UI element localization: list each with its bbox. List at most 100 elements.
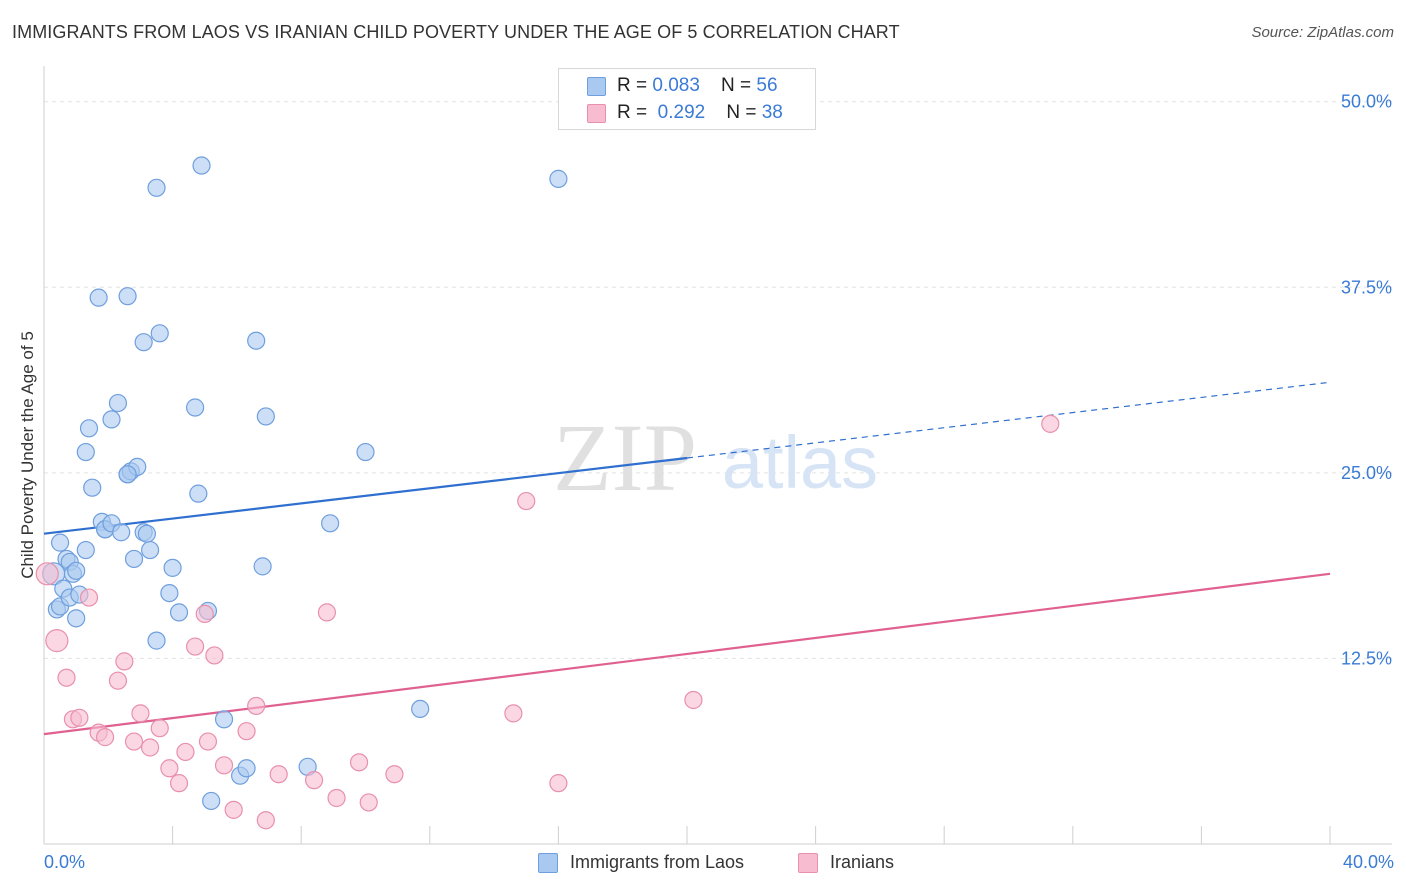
point-laos-47 — [247, 331, 266, 350]
point-laos-31 — [137, 524, 156, 543]
r-value-laos: 0.083 — [652, 75, 700, 96]
point-laos-21 — [102, 410, 121, 429]
data-points — [35, 156, 1060, 830]
point-iranians-17 — [186, 637, 205, 656]
y-tick-label-1: 25.0% — [1341, 463, 1392, 483]
point-laos-39 — [186, 398, 205, 417]
point-laos-23 — [112, 523, 131, 542]
point-laos-49 — [256, 407, 275, 426]
point-iranians-31 — [359, 793, 378, 812]
point-laos-53 — [411, 699, 430, 719]
point-iranians-37 — [1041, 414, 1060, 433]
point-laos-38 — [169, 603, 189, 622]
point-iranians-9 — [115, 652, 134, 671]
legend-swatch-iranians — [798, 853, 818, 873]
point-iranians-2 — [57, 668, 76, 687]
point-iranians-36 — [684, 690, 703, 710]
point-iranians-21 — [214, 756, 234, 775]
point-iranians-32 — [385, 765, 404, 784]
point-laos-43 — [202, 791, 221, 811]
point-iranians-1 — [45, 629, 69, 653]
point-iranians-30 — [349, 753, 369, 772]
legend-label-iranians: Iranians — [830, 852, 895, 872]
point-laos-34 — [147, 631, 166, 650]
point-laos-12 — [76, 442, 95, 462]
n-label: N = — [726, 102, 762, 123]
point-iranians-0 — [35, 562, 59, 586]
point-iranians-14 — [160, 759, 179, 778]
point-laos-44 — [214, 710, 234, 729]
x-tick-label-max: 40.0% — [1342, 852, 1394, 872]
y-tick-labels: 12.5% 25.0% 37.5% 50.0% — [1341, 92, 1392, 669]
point-laos-22 — [108, 393, 128, 413]
point-iranians-5 — [79, 588, 99, 607]
legend-swatch-laos — [587, 77, 606, 96]
point-laos-24 — [118, 287, 137, 306]
point-laos-35 — [150, 324, 169, 343]
legend-swatch-iranians — [587, 104, 606, 123]
point-iranians-11 — [131, 704, 150, 723]
point-iranians-18 — [195, 604, 214, 623]
point-iranians-34 — [504, 704, 523, 723]
r-value-iranians: 0.292 — [657, 102, 706, 123]
y-tick-label-2: 37.5% — [1341, 277, 1392, 297]
point-iranians-28 — [317, 603, 337, 622]
r-label: R = — [617, 75, 653, 96]
point-laos-13 — [76, 540, 95, 560]
n-label: N = — [721, 75, 757, 96]
point-iranians-13 — [150, 719, 169, 738]
point-iranians-4 — [70, 708, 89, 727]
point-laos-46 — [237, 759, 256, 778]
watermark-zip: ZIP — [553, 404, 697, 511]
y-axis-label: Child Poverty Under the Age of 5 — [18, 331, 37, 579]
trend-line-laos-extension — [686, 381, 1331, 459]
source-label: Source: ZipAtlas.com — [1251, 24, 1394, 41]
point-laos-52 — [356, 442, 375, 462]
point-iranians-26 — [269, 765, 288, 784]
point-laos-32 — [140, 540, 160, 560]
point-laos-9 — [67, 561, 86, 580]
point-laos-30 — [134, 333, 153, 352]
y-tick-label-0: 12.5% — [1341, 648, 1392, 668]
point-iranians-12 — [140, 738, 160, 757]
point-iranians-16 — [176, 742, 195, 762]
x-tick-label-min: 0.0% — [44, 852, 86, 872]
point-iranians-29 — [327, 788, 346, 808]
point-laos-14 — [79, 419, 99, 438]
point-iranians-22 — [224, 800, 243, 819]
point-laos-55 — [118, 465, 137, 484]
point-iranians-27 — [304, 771, 324, 790]
point-iranians-35 — [549, 774, 568, 793]
stats-legend: R = 0.083 N = 56 R = 0.292 N = 38 — [558, 68, 816, 130]
gridlines — [44, 101, 1392, 659]
point-laos-54 — [549, 169, 568, 188]
point-iranians-24 — [247, 696, 266, 716]
watermark: ZIP atlas — [553, 404, 878, 511]
point-laos-51 — [321, 514, 340, 533]
point-iranians-33 — [517, 491, 536, 511]
chart-title: IMMIGRANTS FROM LAOS VS IRANIAN CHILD PO… — [12, 22, 900, 42]
trend-line-iranians — [43, 572, 1331, 736]
point-iranians-7 — [95, 728, 115, 747]
n-value-laos: 56 — [756, 75, 778, 96]
legend-swatch-laos — [538, 853, 558, 873]
point-laos-37 — [163, 558, 182, 577]
point-iranians-10 — [124, 732, 144, 751]
point-laos-40 — [189, 484, 208, 503]
point-laos-36 — [160, 583, 179, 603]
point-iranians-15 — [169, 774, 189, 793]
n-value-iranians: 38 — [761, 102, 783, 123]
watermark-atlas: atlas — [722, 421, 878, 504]
trend-line-laos — [43, 456, 688, 535]
point-laos-33 — [147, 178, 166, 197]
point-iranians-23 — [237, 722, 256, 741]
point-iranians-8 — [108, 671, 128, 690]
point-laos-16 — [89, 288, 108, 307]
legend-label-laos: Immigrants from Laos — [570, 852, 745, 872]
point-laos-3 — [50, 533, 70, 552]
point-laos-10 — [67, 609, 86, 628]
y-tick-label-3: 50.0% — [1341, 92, 1392, 112]
r-label: R = — [617, 102, 653, 123]
point-iranians-19 — [198, 732, 218, 751]
